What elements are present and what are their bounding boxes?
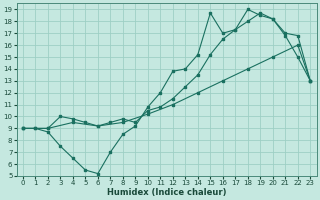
X-axis label: Humidex (Indice chaleur): Humidex (Indice chaleur): [107, 188, 226, 197]
